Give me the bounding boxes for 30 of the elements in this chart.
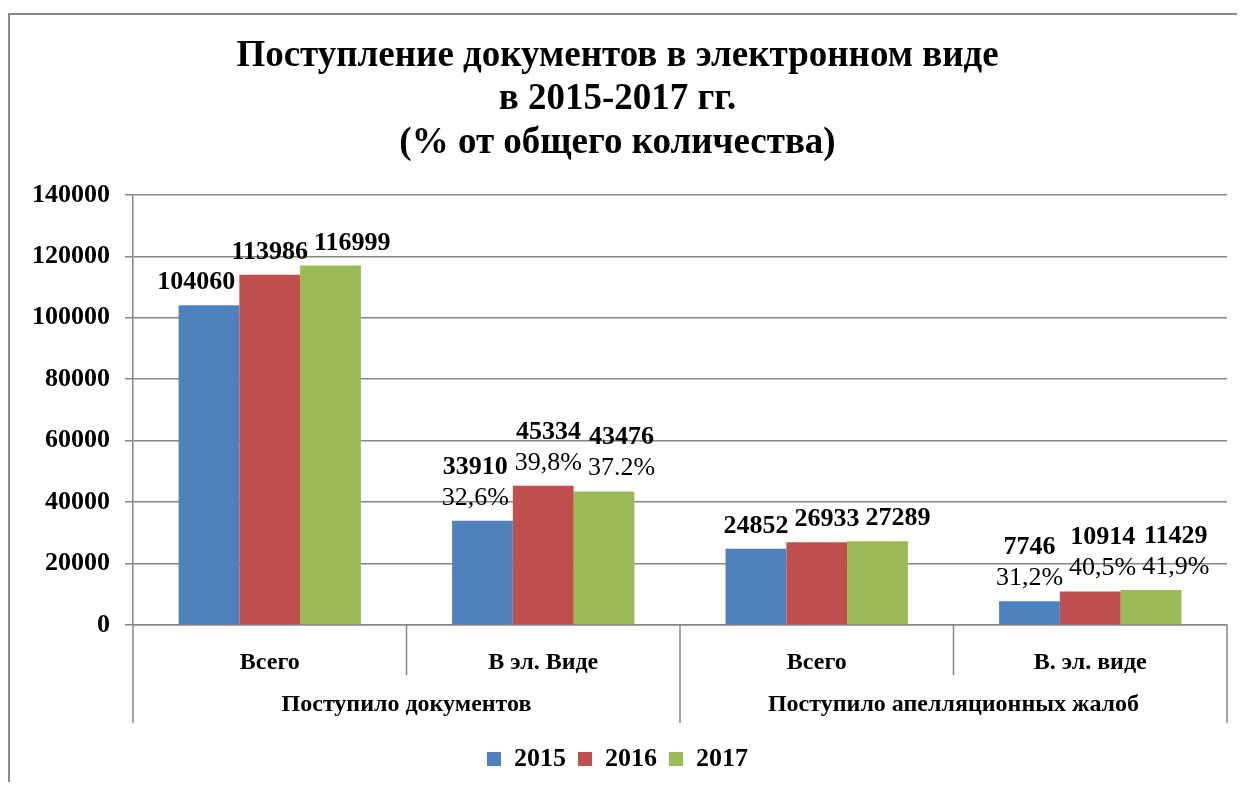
chart-title: Поступление документов в электронном виде в 2015-2017 гг. (% от общего количества) <box>236 33 999 162</box>
legend-label: 2016 <box>605 742 657 772</box>
data-label: 24852 <box>723 509 789 539</box>
x-tick-label: Всего <box>786 647 847 674</box>
legend-label: 2017 <box>696 742 748 772</box>
x-tick-label: В. эл. виде <box>1033 647 1148 674</box>
y-tick-label: 100000 <box>32 301 110 331</box>
data-label: 27289 <box>865 502 931 532</box>
data-label: 104060 <box>157 266 236 296</box>
y-tick-label: 120000 <box>32 240 110 270</box>
data-label: 7746 31,2% <box>995 531 1064 592</box>
data-label: 26933 <box>794 503 860 533</box>
x-tick-label: Всего <box>239 647 300 674</box>
y-tick-label: 40000 <box>45 485 110 515</box>
x-tick-label: В эл. Виде <box>488 647 599 674</box>
data-label: 10914 40,5% <box>1069 521 1137 582</box>
data-label: 33910 32,6% <box>441 450 509 511</box>
y-tick-label: 140000 <box>32 178 110 208</box>
y-tick-label: 80000 <box>45 362 110 392</box>
y-tick-label: 0 <box>97 608 110 638</box>
data-label: 11429 41,9% <box>1142 519 1210 580</box>
data-label: 116999 <box>314 226 391 256</box>
legend-label: 2015 <box>514 742 566 772</box>
data-label: 43476 37.2% <box>588 421 656 482</box>
data-label: 45334 39,8% <box>514 415 583 476</box>
y-tick-label: 60000 <box>45 424 110 454</box>
y-tick-label: 20000 <box>45 547 110 577</box>
text: Поступило апелляционных жалоб <box>767 690 1140 717</box>
data-label: 113986 <box>231 235 309 265</box>
text: Поступило документов <box>281 690 532 717</box>
